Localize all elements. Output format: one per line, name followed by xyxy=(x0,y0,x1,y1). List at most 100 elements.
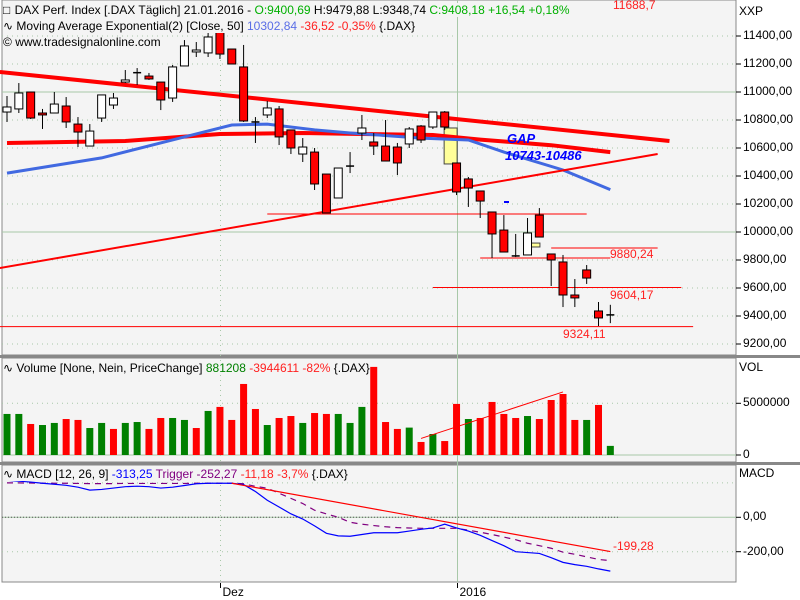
candle-body xyxy=(73,123,83,133)
volume-bar xyxy=(240,383,248,455)
change-value: +16,54 xyxy=(488,3,526,17)
candle-body xyxy=(120,79,130,83)
volume-tick-label: 5000000 xyxy=(743,395,790,410)
candle-body xyxy=(2,106,12,113)
candle-body xyxy=(475,190,485,202)
wave-icon: ∿ xyxy=(3,467,14,481)
volume-bar xyxy=(109,428,117,455)
volume-bar xyxy=(559,393,567,455)
volume-bar xyxy=(50,422,58,455)
volume-header: ∿ Volume [None, Nein, PriceChange] 88120… xyxy=(3,361,370,375)
volume-axis-title: VOL xyxy=(739,360,764,374)
volume-bar xyxy=(488,401,496,455)
candle-body xyxy=(108,97,118,106)
change-pct: +0,18% xyxy=(528,3,570,17)
candle-body xyxy=(310,151,320,185)
high-value: H:9479,88 xyxy=(313,3,370,17)
price-tick-label: 11200,00 xyxy=(743,56,793,70)
volume-bar xyxy=(192,428,200,455)
volume-bar xyxy=(429,434,437,455)
trigger-label: Trigger xyxy=(155,467,194,481)
price-axis-title: XXP xyxy=(739,4,764,18)
gap-box xyxy=(443,127,458,165)
volume-bar xyxy=(547,399,555,455)
candle-body xyxy=(144,75,154,80)
volume-bar xyxy=(38,425,46,455)
candle-body xyxy=(49,103,59,114)
price-tick-label: 10000,00 xyxy=(743,224,794,238)
volume-bar xyxy=(464,419,472,455)
price-header: □ DAX Perf. Index [.DAX Täglich] 21.01.2… xyxy=(3,3,570,17)
volume-change: -3944611 xyxy=(249,361,300,375)
copyright-icon: © xyxy=(3,35,12,49)
ema50-line xyxy=(6,122,611,191)
x-tick-label: 2016 xyxy=(459,585,487,599)
volume-bar xyxy=(311,413,319,455)
macd-header: ∿ MACD [12, 26, 9] -313,25 Trigger -252,… xyxy=(3,467,348,481)
volume-bar xyxy=(180,419,188,455)
candle-body xyxy=(523,232,533,256)
panel-separator xyxy=(0,462,800,465)
macd-diff: -11,18 xyxy=(240,467,274,481)
volume-bar xyxy=(441,441,449,455)
price-tick-label: 9400,00 xyxy=(743,308,787,322)
candle-body xyxy=(357,127,367,134)
candle-body xyxy=(227,48,237,65)
candle-body xyxy=(452,162,462,193)
macd-diff-pct: -3,7% xyxy=(277,467,309,481)
macd-tick-label: -200,00 xyxy=(743,543,784,558)
volume-bar xyxy=(169,417,177,455)
volume-name: Volume [None, Nein, PriceChange] xyxy=(16,361,203,375)
price-tick-label: 11000,00 xyxy=(743,84,793,98)
ema-change-pct: -0,35% xyxy=(337,19,376,33)
volume-bar xyxy=(228,419,236,455)
gap-label-title: GAP xyxy=(507,131,536,146)
watermark: © www.tradesignalonline.com xyxy=(3,35,161,49)
level-label: 9880,24 xyxy=(610,246,654,261)
candle-body xyxy=(14,92,24,110)
candle-body xyxy=(85,130,95,147)
candle-body xyxy=(381,145,391,162)
candle-body xyxy=(440,111,450,128)
candle-body xyxy=(274,108,284,138)
volume-bar xyxy=(370,366,378,455)
volume-bar xyxy=(524,416,532,455)
low-value: L:9348,74 xyxy=(372,3,427,17)
symbol-name: DAX Perf. Index [.DAX Täglich] 21.01.201… xyxy=(14,3,252,17)
candle-body xyxy=(37,112,47,116)
price-tick-label: 11400,00 xyxy=(743,28,793,42)
volume-bar xyxy=(275,417,283,455)
volume-bar xyxy=(393,428,401,455)
volume-bar xyxy=(74,419,82,455)
volume-bar xyxy=(322,413,330,455)
macd-trendline xyxy=(231,482,611,553)
candle-body xyxy=(463,178,473,189)
level-label: 9604,17 xyxy=(610,288,654,303)
wave-icon: ∿ xyxy=(3,19,14,33)
ema-value: 10302,84 xyxy=(247,19,298,33)
candle-body xyxy=(179,45,189,67)
volume-bar xyxy=(133,422,141,455)
candle-body xyxy=(594,310,603,319)
candle-body xyxy=(262,107,272,116)
candle-body xyxy=(61,105,71,123)
volume-tick-label: 0 xyxy=(743,447,750,461)
volume-bar xyxy=(204,410,212,455)
macd-panel xyxy=(1,464,737,583)
volume-bar xyxy=(86,428,94,455)
volume-bar xyxy=(571,419,579,455)
candle-body xyxy=(546,253,556,261)
volume-symbol: {.DAX} xyxy=(333,361,370,375)
candle-icon: □ xyxy=(3,3,12,17)
candle-body xyxy=(582,269,592,279)
trigger-line xyxy=(7,482,611,562)
macd-axis-title: MACD xyxy=(739,466,775,480)
wave-icon: ∿ xyxy=(3,361,14,375)
volume-bar xyxy=(251,408,259,455)
candle-body xyxy=(168,66,178,99)
volume-bar xyxy=(121,422,129,455)
trigger-value: -252,27 xyxy=(196,467,238,481)
top-cut-label: 11688,7 xyxy=(613,0,656,12)
volume-bar xyxy=(382,422,390,455)
